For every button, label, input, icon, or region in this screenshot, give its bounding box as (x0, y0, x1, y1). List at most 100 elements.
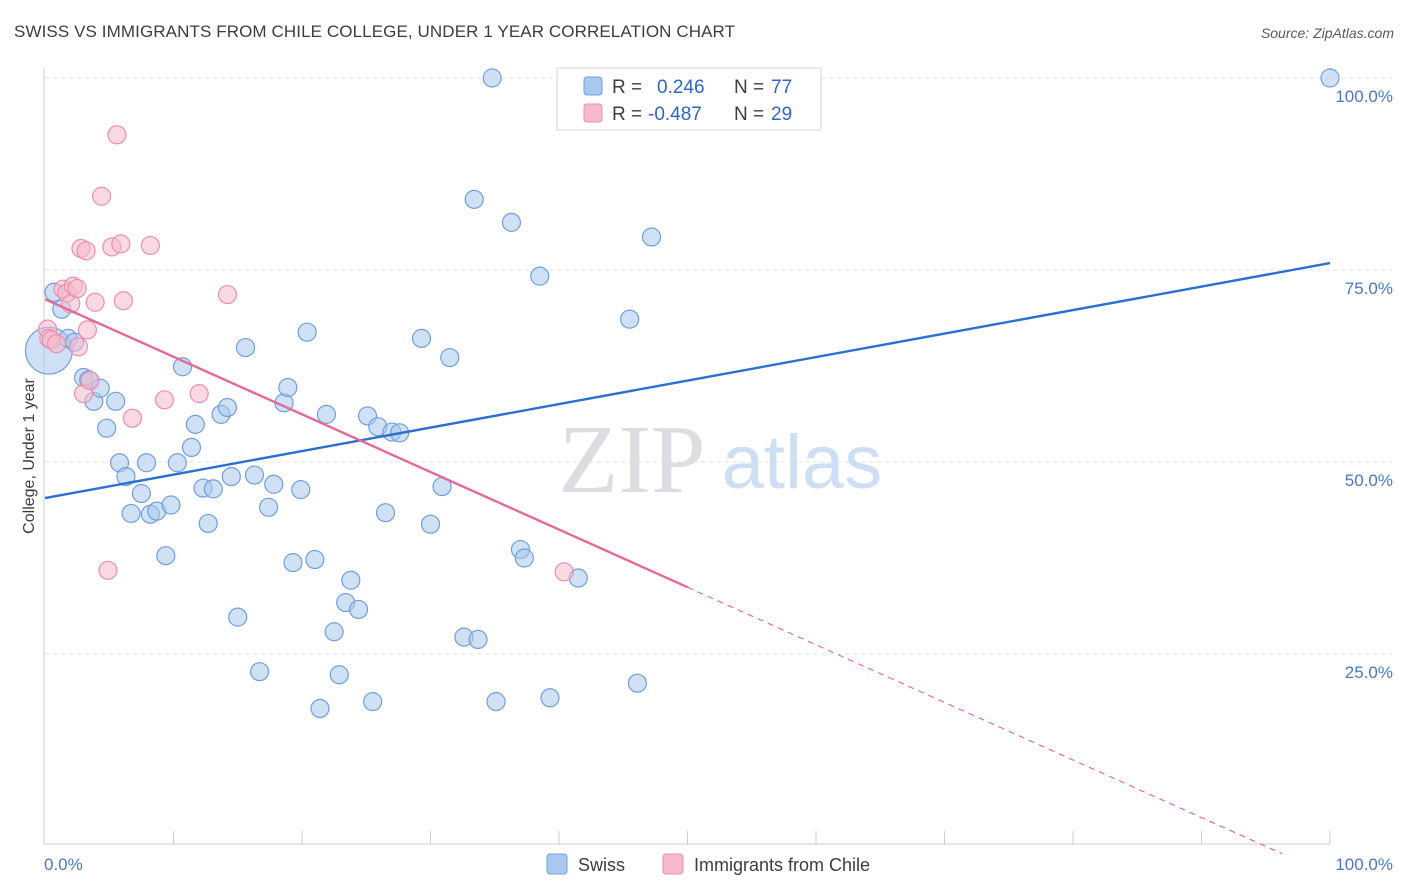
y-tick-label-50: 50.0% (1345, 471, 1393, 490)
swiss-point (440, 347, 460, 368)
legend-r-label-swiss: R = (612, 77, 642, 98)
swiss-point (291, 480, 311, 500)
chile-point (77, 320, 98, 340)
chile-point (111, 234, 131, 254)
swiss-point (156, 546, 176, 566)
chile-trend-line (44, 298, 688, 589)
swiss-point (244, 465, 265, 485)
y-tick-label-100: 100.0% (1335, 87, 1393, 106)
swiss-point (131, 483, 151, 504)
chile-trend-line-extrapolated (687, 586, 1283, 855)
swiss-point (464, 189, 484, 209)
correlation-legend: R = 0.246 N = 77 R = -0.487 N = 29 (556, 67, 822, 131)
swiss-point (116, 466, 136, 487)
legend-r-label-chile: R = (612, 104, 642, 125)
swiss-point (258, 497, 279, 517)
bottom-legend-swatch-swiss (546, 853, 568, 875)
chile-point (46, 334, 67, 354)
chile-point (67, 278, 87, 299)
bottom-legend-label-swiss: Swiss (578, 855, 625, 875)
swiss-point (185, 414, 205, 434)
y-tick-labels: 25.0% 50.0% 75.0% 100.0% (1335, 87, 1393, 682)
swiss-points (24, 68, 1340, 719)
watermark-atlas: atlas (722, 420, 883, 505)
x-axis-ticks (173, 831, 1331, 844)
swiss-point (1320, 68, 1340, 88)
swiss-point (411, 328, 432, 348)
legend-n-value-swiss: 77 (771, 77, 792, 98)
chile-point (113, 291, 133, 311)
swiss-point (106, 391, 126, 411)
chile-point (154, 390, 175, 410)
swiss-point (348, 599, 369, 620)
swiss-point (341, 570, 361, 590)
chile-point (217, 284, 238, 305)
chart-title: SWISS VS IMMIGRANTS FROM CHILE COLLEGE, … (14, 22, 736, 41)
swiss-point (97, 418, 117, 438)
swiss-point (305, 549, 325, 570)
chile-point (68, 337, 89, 357)
swiss-point (329, 665, 349, 685)
swiss-point (161, 495, 181, 515)
chile-point (98, 560, 118, 580)
swiss-point (167, 453, 187, 473)
watermark: ZIP atlas (559, 406, 883, 514)
swiss-point (136, 453, 157, 473)
chile-point (122, 408, 142, 428)
chile-point (91, 186, 112, 206)
y-tick-label-25: 25.0% (1345, 663, 1393, 682)
swiss-point (297, 322, 317, 342)
swiss-point (228, 607, 248, 627)
swiss-point (540, 688, 560, 708)
source-credit: Source: ZipAtlas.com (1260, 25, 1394, 41)
swiss-point (627, 673, 647, 693)
chile-point (554, 562, 574, 582)
legend-r-value-chile: -0.487 (648, 104, 702, 125)
swiss-point (217, 397, 238, 418)
swiss-point (620, 309, 640, 329)
chile-points (37, 125, 574, 582)
swiss-point (278, 377, 298, 398)
swiss-point (198, 513, 218, 534)
bottom-legend-label-chile: Immigrants from Chile (694, 855, 870, 875)
x-tick-labels: 0.0% 100.0% (44, 855, 1393, 874)
legend-r-value-swiss: 0.246 (657, 77, 705, 98)
swiss-point (249, 662, 270, 682)
legend-swatch-swiss (583, 76, 603, 96)
swiss-point (324, 622, 344, 642)
grid-lines (45, 77, 1392, 655)
swiss-point (468, 629, 488, 650)
chile-point (107, 125, 127, 145)
chile-point (189, 384, 209, 404)
swiss-point (121, 503, 141, 524)
chile-point (85, 292, 105, 312)
swiss-point (310, 698, 330, 719)
swiss-trend-line (44, 261, 1331, 500)
swiss-point (641, 227, 662, 247)
bottom-legend-swatch-chile (662, 853, 684, 875)
series-legend: Swiss Immigrants from Chile (546, 853, 870, 875)
y-axis-label: College, Under 1 year (21, 378, 38, 534)
legend-swatch-chile (583, 103, 603, 123)
x-tick-label-min: 0.0% (44, 855, 83, 874)
swiss-point (514, 548, 534, 568)
swiss-point (501, 212, 522, 232)
swiss-point (235, 337, 256, 358)
swiss-point (363, 692, 383, 712)
swiss-point (203, 479, 223, 499)
legend-n-label-chile: N = (734, 104, 764, 125)
legend-n-label-swiss: N = (734, 77, 764, 98)
swiss-point (420, 514, 441, 534)
swiss-point (486, 692, 506, 712)
chile-point (76, 241, 96, 261)
chile-point (140, 235, 160, 256)
chile-point (80, 370, 100, 391)
swiss-point (375, 503, 396, 523)
watermark-zip: ZIP (559, 406, 706, 514)
swiss-point (264, 474, 284, 494)
trend-lines (44, 261, 1331, 855)
x-tick-label-max: 100.0% (1335, 855, 1393, 874)
legend-n-value-chile: 29 (771, 104, 792, 125)
swiss-point (530, 266, 550, 286)
